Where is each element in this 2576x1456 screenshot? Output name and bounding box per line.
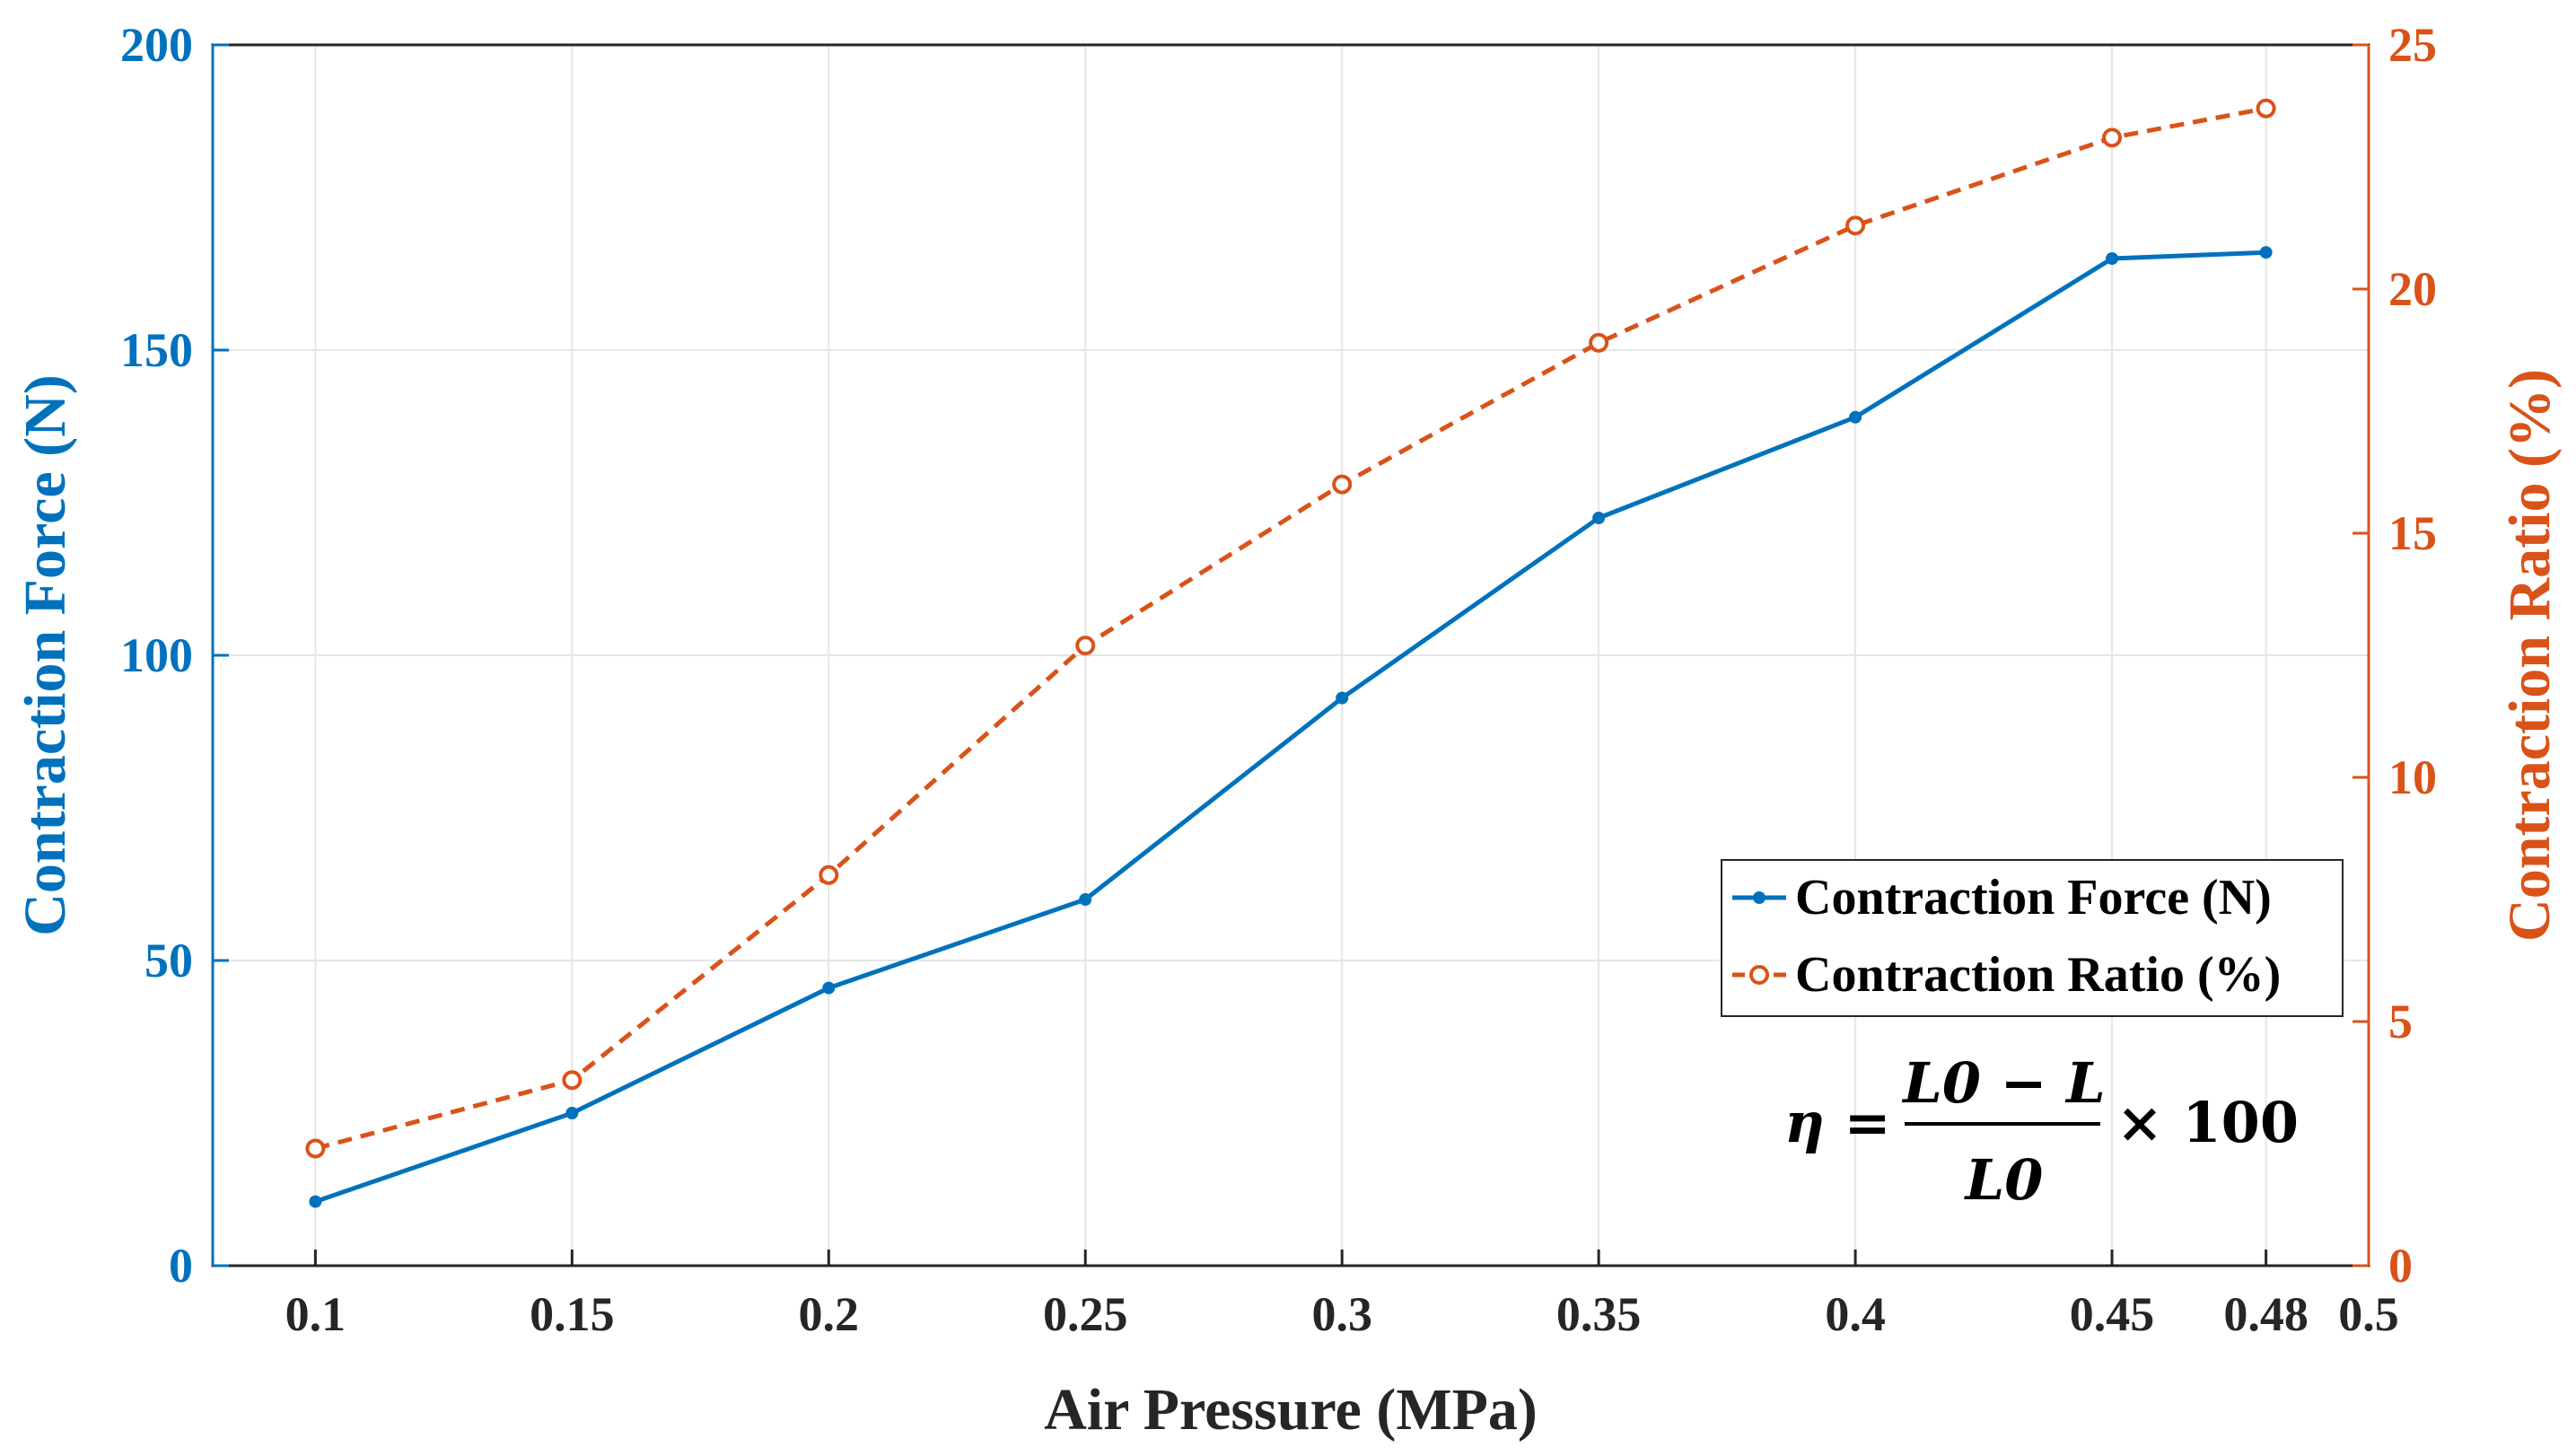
y-right-tick-label: 5 bbox=[2388, 995, 2413, 1048]
y-axis-right-label: Contraction Ratio (%) bbox=[2497, 369, 2563, 942]
ratio-data-point bbox=[562, 1070, 583, 1091]
ratio-data-point bbox=[2102, 127, 2123, 148]
y-right-tick-label: 20 bbox=[2388, 262, 2437, 316]
x-tick-label: 0.1 bbox=[285, 1287, 346, 1341]
ratio-data-point bbox=[2256, 98, 2276, 118]
formula-annotation: η = L0 − L L0 × 100 bbox=[1784, 1050, 2299, 1213]
x-tick-label: 0.5 bbox=[2338, 1287, 2399, 1341]
y-left-tick-label: 200 bbox=[120, 18, 193, 72]
y-left-tick-label: 50 bbox=[145, 934, 193, 987]
x-tick-label: 0.25 bbox=[1043, 1287, 1128, 1341]
ratio-data-point bbox=[305, 1138, 326, 1159]
x-tick-label: 0.35 bbox=[1556, 1287, 1642, 1341]
y-axis-left-label: Contraction Force (N) bbox=[13, 374, 78, 936]
legend-force-marker bbox=[1753, 891, 1766, 904]
force-data-point bbox=[1336, 691, 1349, 705]
x-tick-label: 0.45 bbox=[2070, 1287, 2155, 1341]
legend: Contraction Force (N) Contraction Ratio … bbox=[1721, 859, 2344, 1017]
legend-ratio-label: Contraction Ratio (%) bbox=[1795, 947, 2281, 1003]
ratio-data-point bbox=[1589, 332, 1609, 353]
x-tick-label: 0.4 bbox=[1825, 1287, 1886, 1341]
y-right-tick-label: 10 bbox=[2388, 750, 2437, 804]
force-data-point bbox=[2259, 246, 2273, 259]
x-tick-label: 0.3 bbox=[1311, 1287, 1372, 1341]
legend-ratio-marker bbox=[1749, 965, 1769, 985]
force-data-point bbox=[2106, 252, 2119, 265]
x-tick-label: 0.15 bbox=[530, 1287, 615, 1341]
series-layer bbox=[305, 98, 2276, 1208]
axis-ticks: 0.1 0.15 0.2 0.25 0.3 0.35 0.4 0.45 0.48 0.505010… bbox=[120, 18, 2437, 1341]
legend-force-label: Contraction Force (N) bbox=[1795, 870, 2272, 925]
x-axis-label: Air Pressure (MPa) bbox=[1044, 1377, 1538, 1443]
force-data-point bbox=[309, 1195, 322, 1208]
legend-box bbox=[1721, 859, 2344, 1017]
y-right-tick-label: 25 bbox=[2388, 18, 2437, 72]
formula-denominator: L0 bbox=[1964, 1147, 2044, 1213]
formula-numerator: L0 − L bbox=[1901, 1050, 2105, 1116]
ratio-data-point bbox=[819, 864, 839, 885]
force-data-point bbox=[1849, 410, 1862, 424]
y-left-tick-label: 100 bbox=[120, 628, 193, 682]
formula-lhs: η = bbox=[1784, 1090, 1891, 1155]
y-right-tick-label: 0 bbox=[2388, 1239, 2413, 1293]
y-right-tick-label: 15 bbox=[2388, 506, 2437, 560]
x-tick-label: 0.2 bbox=[799, 1287, 860, 1341]
ratio-data-point bbox=[1075, 636, 1096, 656]
formula-rhs: × 100 bbox=[2116, 1090, 2299, 1155]
y-left-tick-label: 0 bbox=[169, 1239, 193, 1293]
force-data-point bbox=[565, 1107, 579, 1119]
ratio-data-point bbox=[1845, 215, 1866, 236]
force-data-point bbox=[822, 981, 836, 995]
x-tick-label: 0.48 bbox=[2223, 1287, 2309, 1341]
ratio-data-point bbox=[1332, 474, 1353, 495]
force-data-point bbox=[1592, 512, 1606, 524]
force-data-point bbox=[1079, 893, 1092, 906]
y-left-tick-label: 150 bbox=[120, 323, 193, 377]
